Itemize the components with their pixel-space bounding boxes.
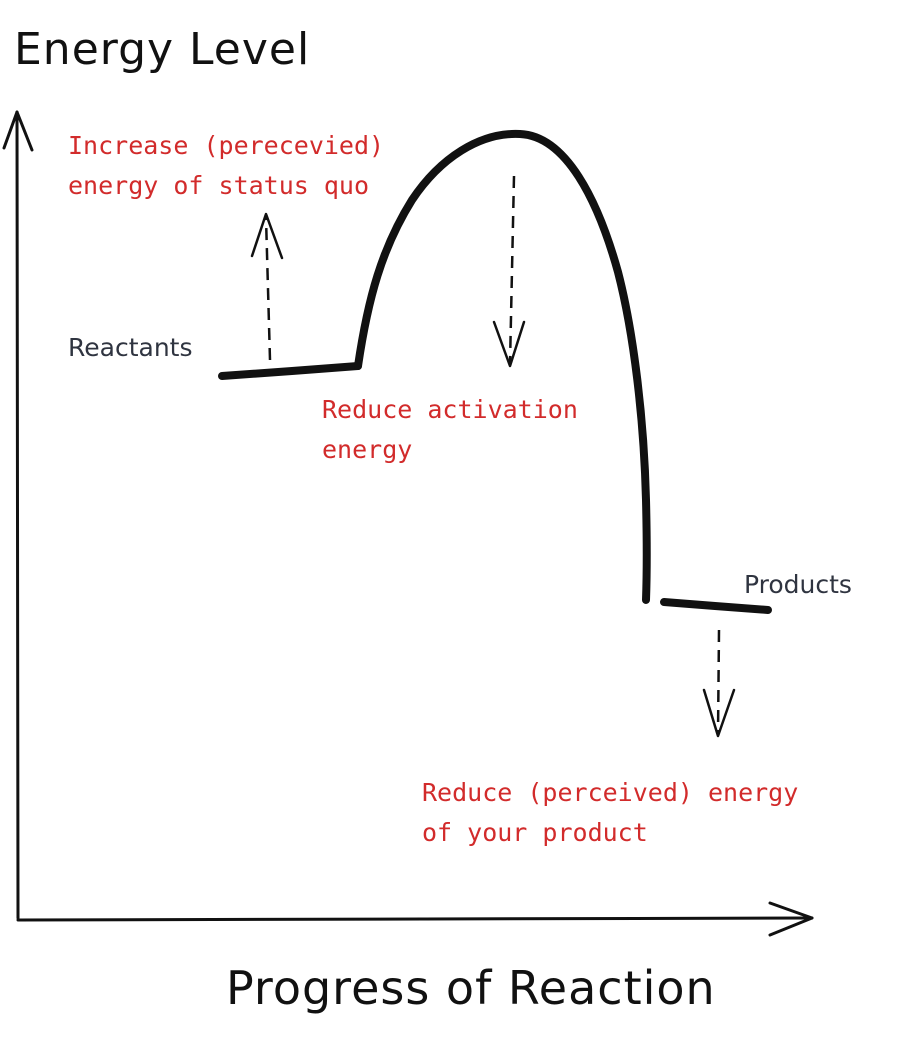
activation-down-arrowhead: [492, 320, 526, 368]
y-axis: [15, 110, 20, 920]
activation-annotation-line-2: energy: [322, 435, 413, 464]
product-down-arrowhead: [702, 688, 736, 738]
products-label: Products: [744, 570, 852, 599]
x-axis-arrowhead: [768, 901, 814, 937]
activation-dashed-shaft: [508, 175, 516, 365]
status-quo-dashed-shaft: [264, 217, 272, 361]
activation-annotation-line-1: Reduce activation: [322, 395, 578, 424]
activation-annotation: Reduce activation energy: [322, 390, 578, 470]
x-axis: [16, 916, 814, 922]
product-annotation-line-2: of your product: [422, 818, 648, 847]
reactants-level-line: [218, 362, 362, 380]
energy-curve: [354, 129, 651, 604]
status-quo-annotation-line-1: Increase (perecevied): [68, 131, 385, 160]
status-quo-up-arrowhead: [250, 212, 284, 260]
y-axis-title: Energy Level: [14, 24, 311, 75]
x-axis-title: Progress of Reaction: [226, 961, 716, 1015]
product-dashed-shaft: [716, 629, 721, 735]
status-quo-annotation: Increase (perecevied) energy of status q…: [68, 126, 384, 206]
product-annotation-line-1: Reduce (perceived) energy: [422, 778, 799, 807]
reactants-label: Reactants: [68, 333, 193, 362]
status-quo-annotation-line-2: energy of status quo: [68, 171, 370, 200]
y-axis-arrowhead: [2, 110, 34, 152]
product-annotation: Reduce (perceived) energy of your produc…: [422, 773, 798, 853]
products-level-line: [660, 598, 772, 614]
